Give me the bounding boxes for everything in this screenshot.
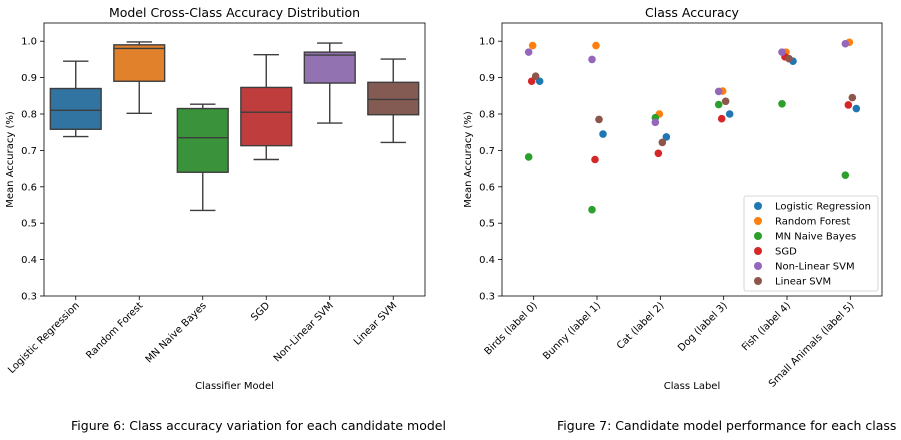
scatter-chart-x-tick-label: Birds (label 0)	[483, 300, 540, 357]
legend-marker	[754, 217, 762, 225]
scatter-point-mn-naive-bayes	[524, 153, 533, 161]
scatter-point-non-linear-svm	[524, 48, 533, 56]
box-chart-y-tick-label: 0.5	[21, 219, 37, 230]
scatter-point-linear-svm	[848, 93, 857, 102]
scatter-chart-y-tick-label: 1.0	[479, 37, 495, 48]
scatter-point-linear-svm	[658, 138, 667, 147]
box-sgd	[240, 86, 293, 147]
scatter-point-sgd	[591, 155, 599, 164]
scatter-chart-y-tick-label: 0.4	[479, 255, 495, 266]
box-chart-y-tick-label: 0.4	[21, 255, 37, 266]
scatter-point-linear-svm	[785, 54, 793, 63]
box-logistic-regression	[49, 87, 102, 130]
scatter-point-mn-naive-bayes	[588, 205, 596, 214]
box-chart-x-tick-label: Random Forest	[84, 300, 145, 361]
box-random-forest	[113, 44, 166, 82]
legend-marker	[754, 277, 762, 285]
box-chart-title: Model Cross-Class Accuracy Distribution	[109, 5, 360, 20]
scatter-point-non-linear-svm	[778, 48, 786, 56]
legend-label: SGD	[775, 247, 797, 258]
scatter-chart-y-tick-label: 0.6	[479, 182, 495, 193]
scatter-point-sgd	[527, 77, 536, 86]
scatter-point-non-linear-svm	[841, 39, 850, 48]
scatter-chart-y-tick-label: 0.7	[479, 146, 495, 157]
scatter-chart-y-tick-label: 0.9	[479, 73, 495, 84]
box-chart-x-tick-label: Linear SVM	[352, 300, 399, 347]
legend-marker	[754, 247, 762, 255]
scatter-point-non-linear-svm	[588, 55, 596, 64]
scatter-point-mn-naive-bayes	[841, 171, 850, 179]
scatter-chart-y-axis-label: Mean Accuracy (%)	[463, 111, 474, 208]
scatter-point-sgd	[844, 101, 853, 109]
scatter-point-logistic-regression	[535, 77, 544, 86]
legend-label: Logistic Regression	[775, 202, 871, 213]
box-chart-y-tick-label: 0.9	[21, 73, 37, 84]
scatter-point-linear-svm	[721, 97, 730, 106]
scatter-chart-title: Class Accuracy	[645, 5, 740, 20]
box-linear-svm	[367, 81, 420, 116]
scatter-point-non-linear-svm	[651, 118, 660, 127]
scatter-point-random-forest	[592, 41, 600, 50]
legend-marker	[754, 202, 762, 210]
caption-figure-6: Figure 6: Class accuracy variation for e…	[71, 418, 446, 433]
legend-label: MN Naive Bayes	[775, 232, 856, 243]
box-chart-x-tick-label: MN Naive Bayes	[144, 300, 209, 365]
box-chart-x-tick-label: Logistic Regression	[6, 300, 82, 376]
scatter-point-sgd	[717, 114, 726, 123]
box-chart-x-tick-label: Non-Linear SVM	[272, 300, 336, 364]
scatter-point-logistic-regression	[599, 130, 607, 138]
box-chart-y-tick-label: 0.8	[21, 110, 37, 121]
scatter-point-sgd	[654, 149, 663, 158]
scatter-chart-x-tick-label: Bunny (label 1)	[541, 300, 603, 362]
scatter-chart-x-tick-label: Dog (label 3)	[676, 300, 730, 354]
box-chart-x-tick-label: SGD	[249, 300, 272, 323]
legend-label: Linear SVM	[775, 277, 831, 288]
scatter-point-logistic-regression	[662, 133, 671, 141]
scatter-point-linear-svm	[531, 72, 540, 80]
box-mn-naive-bayes	[176, 107, 229, 173]
scatter-chart-y-tick-label: 0.5	[479, 219, 495, 230]
scatter-point-logistic-regression	[725, 110, 734, 118]
scatter-chart-x-tick-label: Cat (label 2)	[615, 300, 667, 352]
legend-marker	[754, 262, 762, 270]
legend-marker	[754, 232, 762, 240]
scatter-point-logistic-regression	[852, 104, 861, 113]
legend-box	[743, 195, 879, 292]
box-chart-y-axis-label: Mean Accuracy (%)	[5, 111, 16, 208]
box-chart-y-tick-label: 0.7	[21, 146, 37, 157]
legend-label: Random Forest	[775, 217, 850, 228]
scatter-chart-y-tick-label: 0.8	[479, 110, 495, 121]
scatter-point-random-forest	[528, 41, 537, 50]
scatter-point-mn-naive-bayes	[778, 100, 786, 108]
scatter-point-non-linear-svm	[714, 87, 723, 96]
box-chart-plot-frame	[43, 22, 426, 297]
scatter-point-linear-svm	[595, 115, 603, 124]
caption-figure-7: Figure 7: Candidate model performance fo…	[557, 418, 897, 433]
box-chart-y-tick-label: 1.0	[21, 37, 37, 48]
box-chart-x-axis-label: Classifier Model	[195, 381, 274, 392]
scatter-point-mn-naive-bayes	[714, 100, 723, 109]
box-non-linear-svm	[303, 51, 356, 84]
scatter-chart-y-tick-label: 0.3	[479, 292, 495, 303]
box-chart-y-tick-label: 0.6	[21, 182, 37, 193]
box-chart-y-tick-label: 0.3	[21, 292, 37, 303]
scatter-chart-plot-frame	[501, 22, 883, 297]
scatter-chart-x-axis-label: Class Label	[664, 381, 720, 392]
legend-label: Non-Linear SVM	[775, 262, 855, 273]
scatter-chart-x-tick-label: Fish (label 4)	[740, 300, 793, 353]
